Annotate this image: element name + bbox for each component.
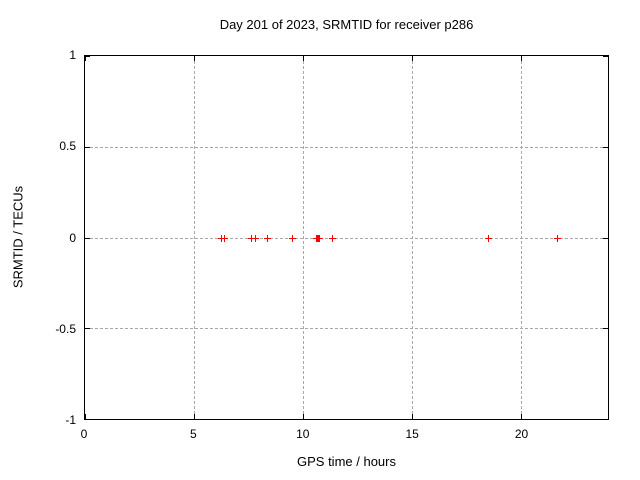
x-tick-label: 15 <box>405 427 419 441</box>
x-tick-mark <box>193 56 195 61</box>
y-tick-mark <box>603 328 608 330</box>
data-point-marker <box>316 234 324 242</box>
data-point-marker <box>217 234 225 242</box>
y-tick-label: 0.5 <box>59 139 76 154</box>
y-tick-mark <box>85 328 90 330</box>
x-tick-mark <box>85 414 86 419</box>
x-tick-mark <box>302 414 304 419</box>
x-tick-mark <box>411 414 413 419</box>
data-point-marker <box>329 234 337 242</box>
chart-title: Day 201 of 2023, SRMTID for receiver p28… <box>219 17 474 32</box>
y-tick-mark <box>603 56 608 57</box>
y-tick-label: 1 <box>69 48 76 62</box>
data-point-marker <box>263 234 271 242</box>
y-tick-mark <box>603 419 608 420</box>
x-tick-label: 5 <box>190 427 197 441</box>
x-tick-label: 0 <box>80 427 88 441</box>
x-tick-mark <box>193 414 195 419</box>
data-point-marker <box>221 234 229 242</box>
data-point-marker <box>485 234 493 242</box>
x-axis-label: GPS time / hours <box>297 454 396 469</box>
x-tick-mark <box>411 56 413 61</box>
data-point-marker <box>248 234 256 242</box>
x-tick-mark <box>520 414 522 419</box>
grid-line-horizontal <box>85 146 608 148</box>
y-tick-label: -1 <box>65 413 76 427</box>
y-tick-mark <box>85 56 90 57</box>
x-tick-label: 20 <box>514 427 529 441</box>
plot-area <box>84 55 609 420</box>
y-tick-label: 0 <box>69 230 76 245</box>
y-tick-label: -0.5 <box>55 321 76 336</box>
data-point-marker <box>553 234 561 242</box>
x-tick-mark <box>302 56 304 61</box>
grid-line-horizontal <box>85 237 608 239</box>
y-tick-mark <box>85 146 90 148</box>
y-tick-mark <box>85 237 90 239</box>
grid-line-horizontal <box>85 328 608 330</box>
y-tick-mark <box>603 146 608 148</box>
x-tick-mark <box>85 56 86 61</box>
data-point-marker <box>289 234 297 242</box>
x-tick-mark <box>520 56 522 61</box>
y-tick-mark <box>85 419 90 420</box>
data-point-marker <box>251 234 259 242</box>
x-tick-label: 10 <box>296 427 310 441</box>
y-tick-mark <box>603 237 608 239</box>
